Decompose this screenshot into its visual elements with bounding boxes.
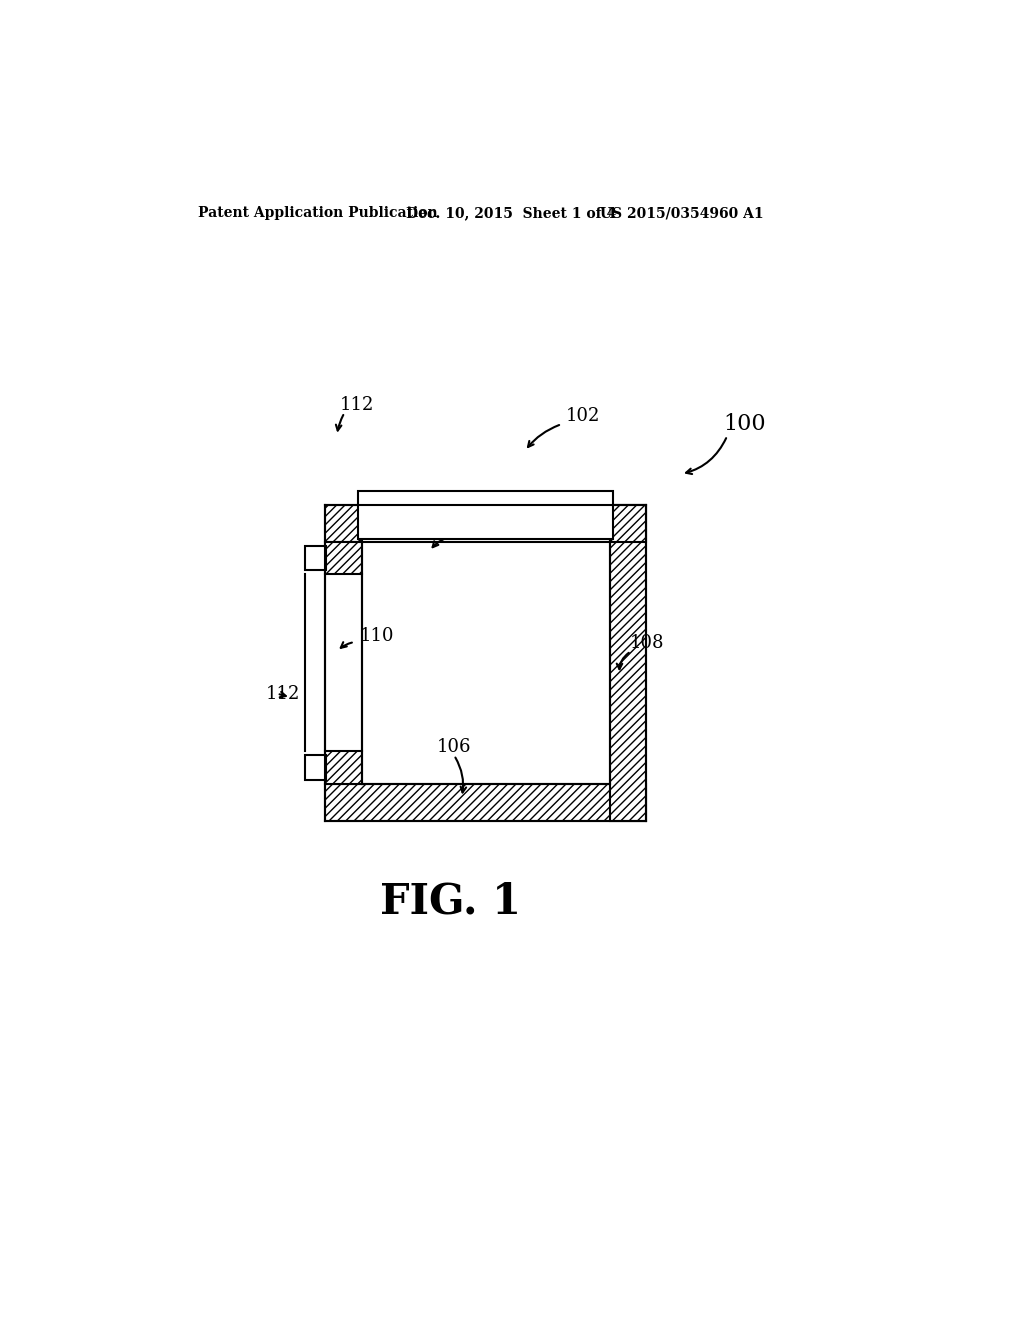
Text: 102: 102 — [565, 408, 600, 425]
Bar — [325, 506, 361, 543]
Bar — [305, 755, 326, 780]
Bar — [304, 574, 364, 751]
Text: 112: 112 — [266, 685, 300, 702]
Text: FIG. 1: FIG. 1 — [380, 880, 520, 923]
Bar — [325, 784, 646, 821]
Text: 110: 110 — [462, 519, 497, 537]
Text: 108: 108 — [630, 635, 664, 652]
Text: 112: 112 — [340, 396, 375, 413]
Bar — [361, 543, 609, 784]
Bar — [609, 506, 646, 821]
Text: Patent Application Publication: Patent Application Publication — [199, 206, 438, 220]
Bar — [325, 541, 361, 574]
Text: Dec. 10, 2015  Sheet 1 of 4: Dec. 10, 2015 Sheet 1 of 4 — [407, 206, 616, 220]
Text: US 2015/0354960 A1: US 2015/0354960 A1 — [600, 206, 764, 220]
Text: 110: 110 — [360, 627, 394, 644]
Bar — [325, 751, 361, 784]
Bar — [305, 545, 326, 570]
Text: 106: 106 — [437, 738, 471, 756]
Text: 100: 100 — [724, 413, 766, 436]
Bar — [609, 506, 646, 543]
Bar — [358, 491, 612, 539]
